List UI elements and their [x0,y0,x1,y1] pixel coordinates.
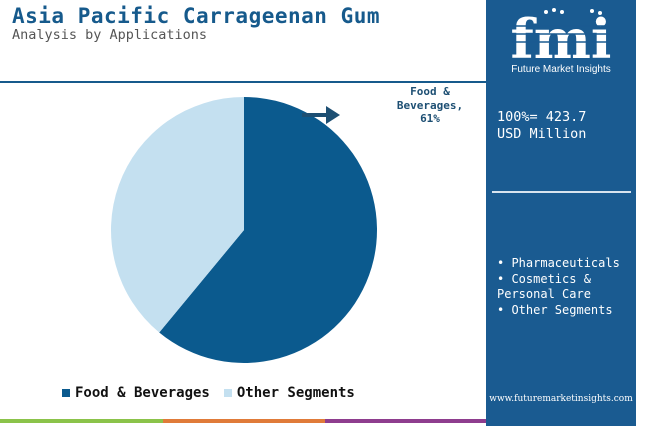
callout-line: 61% [420,112,440,125]
pie-slice-other-segments [111,97,245,333]
page-title: Asia Pacific Carrageenan Gum [12,4,381,28]
page-edge [636,0,650,426]
bottom-bar-orange [163,419,325,423]
legend-item-food-beverages: Food & Beverages [62,385,210,401]
info-panel: fmi Future Market Insights 100%= 423.7 U… [486,0,636,426]
pie-chart [111,97,377,363]
callout-line: Beverages, [396,98,464,112]
pie-slice-food-beverages [159,97,377,363]
website-link[interactable]: www.futuremarketinsights.com [489,394,633,404]
header-divider [0,81,486,83]
legend-label: Other Segments [236,385,355,401]
market-total-value: 100%= 423.7 [497,109,587,125]
market-total-unit: USD Million [497,126,587,142]
bottom-bar-purple [325,419,486,423]
list-item: Pharmaceuticals [497,256,635,272]
legend-label: Food & Beverages [75,385,210,401]
legend-item-other-segments: Other Segments [223,385,355,401]
logo-company-name: Future Market Insights [511,64,611,75]
list-item: Other Segments [497,303,635,319]
callout-line: Food & [410,85,450,98]
segment-list: Pharmaceuticals Cosmetics & Personal Car… [497,256,635,318]
fmi-logo-icon: fmi [511,8,612,64]
logo-letters: fmi [511,8,612,64]
callout-label-food-beverages: Food & Beverages, 61% [376,85,484,126]
bottom-bar-green [0,419,163,423]
page-subtitle: Analysis by Applications [12,27,208,43]
market-total: 100%= 423.7 USD Million [497,109,633,143]
panel-divider [492,191,631,193]
legend-swatch [62,389,70,397]
pie-slices [111,97,377,363]
legend-swatch [223,389,232,397]
callout-arrow [302,106,340,124]
list-item: Cosmetics & Personal Care [497,272,635,303]
chart-legend: Food & Beverages Other Segments [62,385,369,401]
